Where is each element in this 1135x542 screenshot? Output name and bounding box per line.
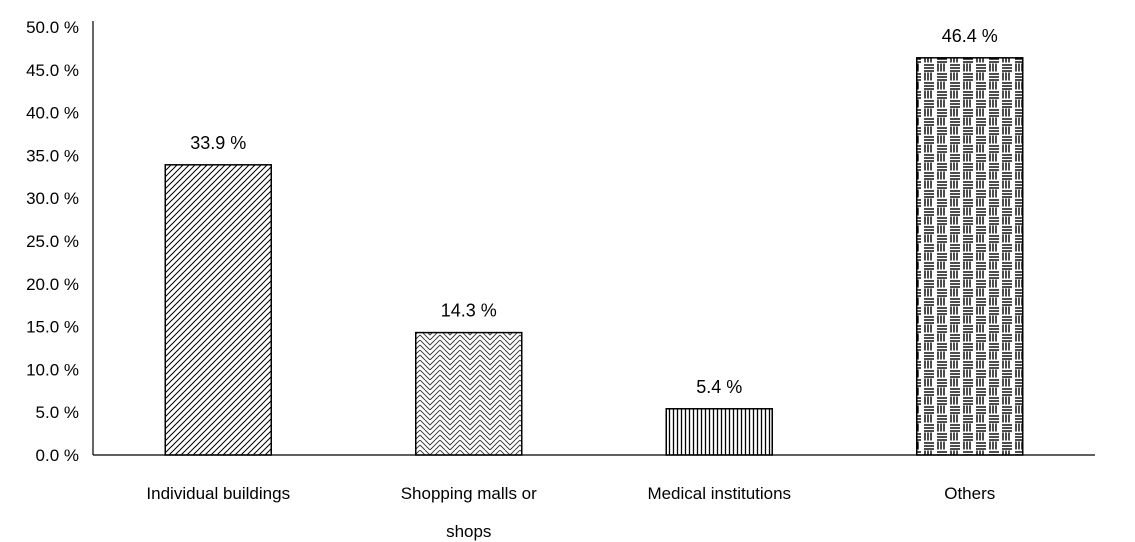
y-tick-label: 15.0 % [26, 318, 79, 337]
y-tick-label: 50.0 % [26, 18, 79, 37]
category-label: Individual buildings [146, 484, 290, 503]
y-tick-label: 0.0 % [36, 446, 79, 465]
category-label: shops [446, 522, 491, 541]
axes [92, 21, 1095, 456]
y-tick-label: 25.0 % [26, 232, 79, 251]
y-tick-label: 30.0 % [26, 189, 79, 208]
bars: 33.9 % 14.3 % 5.4 % 46.4 % [164, 26, 1024, 456]
category-label: Shopping malls or [401, 484, 537, 503]
y-tick-label: 5.0 % [36, 403, 79, 422]
y-tick-label: 35.0 % [26, 146, 79, 165]
data-label: 5.4 % [696, 377, 742, 397]
category-label: Medical institutions [647, 484, 791, 503]
bar [665, 408, 773, 456]
data-label: 46.4 % [942, 26, 998, 46]
y-axis-ticks: 0.0 % 5.0 % 10.0 % 15.0 % 20.0 % 25.0 % 30.0 %… [26, 18, 79, 465]
bar [164, 164, 272, 456]
y-tick-label: 45.0 % [26, 61, 79, 80]
bar [916, 57, 1024, 456]
bar [415, 331, 523, 456]
data-label: 33.9 % [190, 133, 246, 153]
category-label: Others [944, 484, 995, 503]
x-axis-labels: Individual buildings Shopping malls or sho… [146, 484, 995, 541]
y-tick-label: 10.0 % [26, 360, 79, 379]
y-tick-label: 20.0 % [26, 275, 79, 294]
y-tick-label: 40.0 % [26, 104, 79, 123]
data-label: 14.3 % [441, 301, 497, 321]
